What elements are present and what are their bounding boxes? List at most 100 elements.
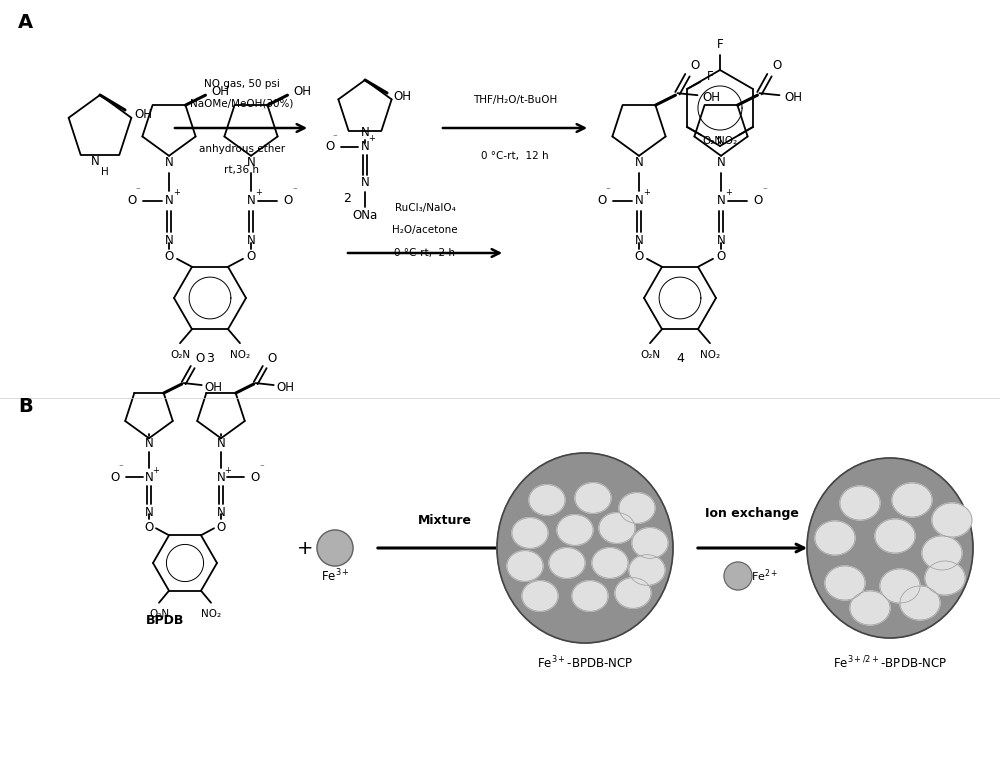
Text: +: +	[153, 465, 159, 475]
Text: N: N	[247, 234, 255, 247]
Ellipse shape	[807, 458, 973, 638]
Ellipse shape	[875, 519, 915, 553]
Ellipse shape	[557, 515, 593, 545]
Text: O: O	[127, 194, 137, 208]
Text: OH: OH	[211, 85, 229, 98]
Text: rt,36 h: rt,36 h	[224, 165, 260, 175]
Text: N: N	[145, 506, 153, 518]
Text: N: N	[635, 194, 643, 208]
Text: N: N	[361, 140, 369, 153]
Ellipse shape	[599, 512, 635, 543]
Ellipse shape	[850, 591, 890, 625]
Text: O: O	[325, 140, 335, 153]
Text: N: N	[717, 194, 725, 208]
Text: N: N	[91, 155, 99, 168]
Text: OH: OH	[134, 108, 152, 121]
Text: O: O	[283, 194, 293, 208]
Text: OH: OH	[702, 91, 720, 104]
Ellipse shape	[512, 518, 548, 548]
Text: O₂N: O₂N	[703, 136, 723, 146]
Text: N: N	[145, 471, 153, 484]
Text: NO gas, 50 psi: NO gas, 50 psi	[204, 79, 280, 89]
Text: OH: OH	[277, 381, 295, 393]
Text: anhydrous ether: anhydrous ether	[199, 144, 285, 154]
Text: O: O	[267, 352, 276, 365]
Text: N: N	[145, 437, 153, 449]
Text: O₂N: O₂N	[640, 350, 660, 360]
Text: NO₂: NO₂	[201, 609, 221, 619]
Ellipse shape	[900, 586, 940, 620]
Text: 2: 2	[343, 192, 351, 205]
Text: O: O	[110, 471, 120, 484]
Text: ONa: ONa	[352, 209, 378, 222]
Text: Fe$^{3+}$-BPDB-NCP: Fe$^{3+}$-BPDB-NCP	[537, 655, 633, 672]
Ellipse shape	[507, 551, 543, 581]
Text: O: O	[773, 58, 782, 72]
Text: O: O	[691, 58, 700, 72]
Text: RuCl₃/NaIO₄: RuCl₃/NaIO₄	[395, 203, 455, 213]
Text: B: B	[18, 396, 33, 415]
Text: H₂O/acetone: H₂O/acetone	[392, 225, 458, 235]
Text: O: O	[164, 250, 174, 263]
Text: +: +	[297, 538, 313, 557]
Text: Fe$^{3+}$: Fe$^{3+}$	[321, 568, 349, 584]
Text: O: O	[250, 471, 260, 484]
Text: ⁻: ⁻	[606, 186, 610, 196]
Text: NO₂: NO₂	[700, 350, 720, 360]
Text: A: A	[18, 14, 33, 33]
Text: OH: OH	[393, 90, 411, 104]
Ellipse shape	[892, 483, 932, 517]
Text: 0 °C-rt,  2 h: 0 °C-rt, 2 h	[394, 248, 456, 258]
Ellipse shape	[632, 528, 668, 559]
Ellipse shape	[522, 581, 558, 611]
Text: +: +	[174, 188, 180, 197]
Text: OH: OH	[293, 85, 311, 98]
Text: ⁻: ⁻	[119, 464, 123, 473]
Text: N: N	[165, 194, 173, 208]
Text: 3: 3	[206, 352, 214, 365]
Ellipse shape	[815, 521, 855, 555]
Ellipse shape	[880, 569, 920, 603]
Ellipse shape	[575, 483, 611, 513]
Text: O: O	[716, 250, 726, 263]
Ellipse shape	[549, 548, 585, 578]
Ellipse shape	[572, 581, 608, 611]
Text: H: H	[101, 167, 109, 177]
Text: O₂N: O₂N	[149, 609, 169, 619]
Ellipse shape	[925, 561, 965, 595]
Ellipse shape	[615, 578, 651, 609]
Text: N: N	[217, 471, 225, 484]
Circle shape	[724, 562, 752, 590]
Ellipse shape	[529, 484, 565, 515]
Text: N: N	[361, 176, 369, 190]
Text: THF/H₂O/t-BuOH: THF/H₂O/t-BuOH	[473, 95, 557, 105]
Text: N: N	[361, 126, 369, 139]
Ellipse shape	[922, 536, 962, 570]
Ellipse shape	[619, 493, 655, 523]
Text: ⁻: ⁻	[136, 186, 140, 196]
Text: O: O	[144, 521, 154, 534]
Text: +: +	[644, 188, 650, 197]
Text: N: N	[165, 234, 173, 247]
Text: ⁻: ⁻	[293, 186, 297, 196]
Text: N: N	[635, 234, 643, 247]
Ellipse shape	[932, 503, 972, 537]
Text: +: +	[369, 134, 375, 143]
Text: O: O	[246, 250, 256, 263]
Text: N: N	[217, 437, 225, 449]
Text: +: +	[726, 188, 732, 197]
Text: 0 °C-rt,  12 h: 0 °C-rt, 12 h	[481, 151, 549, 161]
Ellipse shape	[840, 486, 880, 520]
Text: N: N	[635, 156, 643, 169]
Text: Mixture: Mixture	[418, 513, 472, 527]
Text: NO₂: NO₂	[717, 136, 737, 146]
Text: BPDB: BPDB	[146, 615, 184, 628]
Circle shape	[317, 530, 353, 566]
Text: NaOMe/MeOH(30%): NaOMe/MeOH(30%)	[190, 99, 294, 109]
Text: OH: OH	[205, 381, 223, 393]
Text: N: N	[247, 156, 255, 169]
Text: N: N	[717, 156, 725, 169]
Text: O: O	[634, 250, 644, 263]
Text: OH: OH	[784, 91, 802, 104]
Text: O: O	[597, 194, 607, 208]
